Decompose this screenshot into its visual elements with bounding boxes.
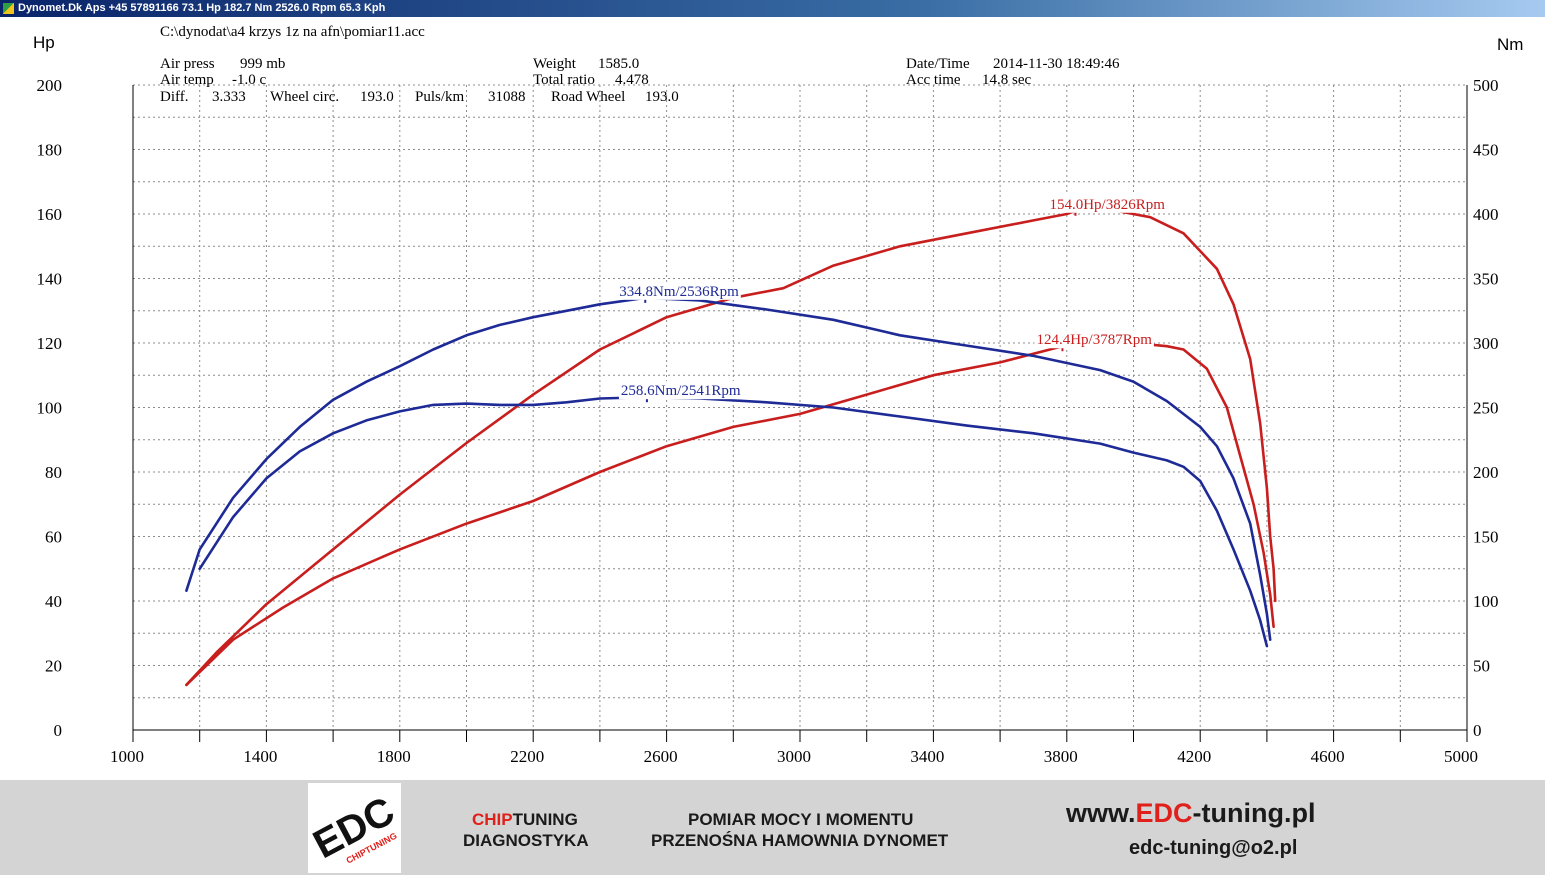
y-tick-label-left: 120 <box>37 334 63 353</box>
chip-red-text: CHIP <box>472 810 513 829</box>
peak-label-4: 258.6Nm/2541Rpm <box>621 383 741 399</box>
diff-value: 3.333 <box>212 89 246 105</box>
x-tick-label: 5000 <box>1444 747 1478 766</box>
wheel-circ-label: Wheel circ. <box>270 89 340 105</box>
air-press-value: 999 mb <box>240 56 286 72</box>
peak-label-bg <box>617 281 741 300</box>
datetime-label: Date/Time <box>906 56 970 72</box>
edc-logo: EDC CHIPTUNING <box>306 783 402 873</box>
x-tick-label: 4600 <box>1311 747 1345 766</box>
y-tick-label-left: 80 <box>45 463 62 482</box>
road-wheel-label: Road Wheel <box>551 89 626 105</box>
puls-label: Puls/km <box>415 89 465 105</box>
total-ratio-value: 4.478 <box>615 72 649 88</box>
puls-value: 31088 <box>488 89 526 105</box>
y-tick-label-right: 50 <box>1473 657 1490 676</box>
series-line-2 <box>185 341 1275 687</box>
footer-banner: EDC CHIPTUNING CHIPTUNING DIAGNOSTYKA PO… <box>0 780 1545 875</box>
x-tick-label: 4200 <box>1177 747 1211 766</box>
window-titlebar: Dynomet.Dk Aps +45 57891166 73.1 Hp 182.… <box>0 0 1545 17</box>
y-tick-label-left: 20 <box>45 657 62 676</box>
url-pre: www. <box>1066 798 1136 828</box>
chart-axes <box>132 85 1468 742</box>
y-axis-label-right: Nm <box>1497 35 1523 54</box>
weight-value: 1585.0 <box>598 56 640 72</box>
y-tick-label-left: 40 <box>45 592 62 611</box>
series-line-3 <box>185 296 1272 641</box>
peak-label-bg <box>618 381 743 400</box>
y-tick-label-left: 100 <box>37 399 63 418</box>
y-tick-label-left: 0 <box>54 721 63 740</box>
y-tick-label-left: 180 <box>37 141 63 160</box>
y-tick-label-right: 400 <box>1473 205 1499 224</box>
weight-label: Weight <box>533 56 576 72</box>
y-tick-label-right: 250 <box>1473 399 1499 418</box>
chiptuning-label: CHIPTUNING <box>472 810 578 830</box>
y-axis-label-left: Hp <box>33 33 55 52</box>
x-tick-label: 1400 <box>243 747 277 766</box>
url-red: EDC <box>1135 798 1193 828</box>
air-temp-label: Air temp <box>160 72 214 88</box>
y-tick-label-right: 350 <box>1473 270 1499 289</box>
total-ratio-label: Total ratio <box>533 72 595 88</box>
acc-time-value: 14.8 sec <box>982 72 1032 88</box>
x-tick-label: 1000 <box>110 747 144 766</box>
air-temp-value: -1.0 c <box>232 72 267 88</box>
x-tick-label: 3800 <box>1044 747 1078 766</box>
file-path: C:\dynodat\a4 krzys 1z na afn\pomiar11.a… <box>160 24 425 40</box>
app-icon <box>3 3 14 14</box>
peak-label-bg <box>1047 194 1167 213</box>
y-tick-label-right: 200 <box>1473 463 1499 482</box>
window-title: Dynomet.Dk Aps +45 57891166 73.1 Hp 182.… <box>18 2 386 14</box>
chart-series <box>185 209 1277 687</box>
peak-label-2: 124.4Hp/3787Rpm <box>1036 332 1152 348</box>
peak-label-1: 154.0Hp/3826Rpm <box>1049 197 1165 213</box>
pomiar-line2: PRZENOŚNA HAMOWNIA DYNOMET <box>651 831 949 850</box>
x-tick-label: 3400 <box>910 747 944 766</box>
x-tick-label: 2200 <box>510 747 544 766</box>
y-tick-label-left: 160 <box>37 205 63 224</box>
pomiar-line1: POMIAR MOCY I MOMENTU <box>688 810 914 829</box>
series-line-4 <box>198 395 1269 648</box>
y-tick-label-right: 500 <box>1473 76 1499 95</box>
diff-label: Diff. <box>160 89 189 105</box>
x-tick-label: 1800 <box>377 747 411 766</box>
y-tick-label-left: 140 <box>37 270 63 289</box>
peak-label-3: 334.8Nm/2536Rpm <box>619 284 739 300</box>
dyno-chart: 1000 1400 1800 2200 2600 3000 3400 3800 4200 4600… <box>33 33 1523 766</box>
diagnostyka-label: DIAGNOSTYKA <box>463 831 589 850</box>
url-post: -tuning.pl <box>1192 798 1316 828</box>
y-tick-label-left: 60 <box>45 528 62 547</box>
y-tick-label-right: 100 <box>1473 592 1499 611</box>
y-tick-label-right: 0 <box>1473 721 1482 740</box>
y-tick-label-right: 300 <box>1473 334 1499 353</box>
peak-label-bg <box>1034 330 1154 349</box>
wheel-circ-value: 193.0 <box>360 89 394 105</box>
datetime-value: 2014-11-30 18:49:46 <box>993 56 1120 72</box>
road-wheel-value: 193.0 <box>645 89 679 105</box>
series-line-1 <box>185 209 1277 687</box>
air-press-label: Air press <box>160 56 215 72</box>
chip-black-text: TUNING <box>512 810 578 829</box>
x-tick-label: 2600 <box>644 747 678 766</box>
y-tick-label-right: 150 <box>1473 528 1499 547</box>
y-tick-label-right: 450 <box>1473 141 1499 160</box>
chart-grid <box>133 84 1467 730</box>
x-tick-label: 3000 <box>777 747 811 766</box>
email-link[interactable]: edc-tuning@o2.pl <box>1129 837 1298 859</box>
acc-time-label: Acc time <box>906 72 961 88</box>
website-link[interactable]: www.EDC-tuning.pl <box>1066 798 1315 829</box>
chart-annotations: 154.0Hp/3826Rpm 124.4Hp/3787Rpm 334.8Nm/25… <box>617 194 1167 403</box>
tick-labels: 1000 1400 1800 2200 2600 3000 3400 3800 4200 4600… <box>37 76 1499 766</box>
y-tick-label-left: 200 <box>37 76 63 95</box>
